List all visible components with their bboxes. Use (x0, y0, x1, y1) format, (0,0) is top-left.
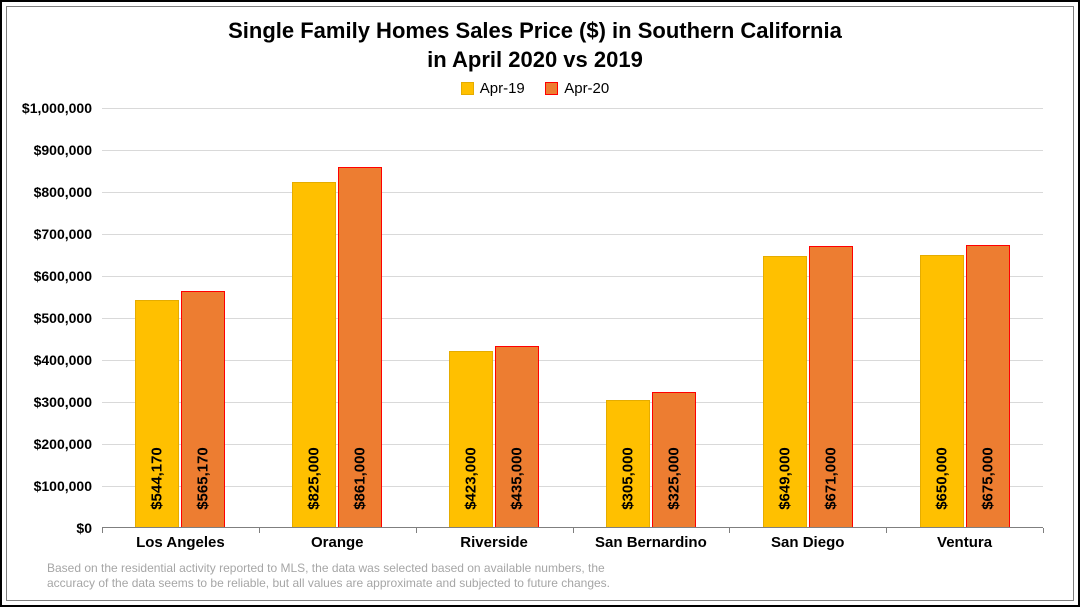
bar-value-label: $565,170 (195, 447, 212, 510)
y-tick-label: $100,000 (12, 478, 92, 494)
bar-value-label: $671,000 (822, 447, 839, 510)
title-line-2: in April 2020 vs 2019 (427, 47, 643, 72)
x-tick (886, 528, 887, 533)
x-tick (416, 528, 417, 533)
bar: $305,000 (606, 400, 650, 528)
chart-inner: Single Family Homes Sales Price ($) in S… (6, 6, 1074, 601)
footnote: Based on the residential activity report… (47, 561, 610, 592)
x-category-label: Ventura (886, 534, 1043, 551)
x-category-label: Riverside (416, 534, 573, 551)
bar-value-label: $325,000 (665, 447, 682, 510)
y-tick-label: $400,000 (12, 352, 92, 368)
bar-group: $305,000 $325,000 (572, 108, 729, 528)
bar-value-label: $649,000 (776, 447, 793, 510)
y-tick-label: $0 (12, 520, 92, 536)
y-tick-label: $200,000 (12, 436, 92, 452)
x-tick (1043, 528, 1044, 533)
y-tick-label: $900,000 (12, 142, 92, 158)
x-category-label: San Bernardino (572, 534, 729, 551)
bar: $825,000 (292, 182, 336, 529)
chart-container: Single Family Homes Sales Price ($) in S… (0, 0, 1080, 607)
legend-swatch-apr19 (461, 82, 474, 95)
legend: Apr-19 Apr-20 (17, 80, 1053, 100)
legend-item-apr20: Apr-20 (545, 80, 609, 97)
x-tick (259, 528, 260, 533)
y-tick-label: $800,000 (12, 184, 92, 200)
bar: $675,000 (966, 245, 1010, 529)
legend-label-apr19: Apr-19 (480, 80, 525, 97)
bar: $435,000 (495, 346, 539, 529)
x-category-label: San Diego (729, 534, 886, 551)
bar-value-label: $423,000 (463, 447, 480, 510)
bar: $671,000 (809, 246, 853, 528)
y-tick-label: $700,000 (12, 226, 92, 242)
bar-group: $825,000 $861,000 (259, 108, 416, 528)
bar: $325,000 (652, 392, 696, 529)
bar-value-label: $305,000 (619, 447, 636, 510)
footnote-line-1: Based on the residential activity report… (47, 561, 605, 575)
chart-title: Single Family Homes Sales Price ($) in S… (17, 17, 1053, 74)
footnote-line-2: accuracy of the data seems to be reliabl… (47, 576, 610, 590)
x-labels: Los AngelesOrangeRiversideSan Bernardino… (102, 534, 1043, 551)
bar-value-label: $435,000 (509, 447, 526, 510)
y-axis: $0$100,000$200,000$300,000$400,000$500,0… (17, 108, 97, 528)
bar-group: $649,000 $671,000 (729, 108, 886, 528)
x-category-label: Los Angeles (102, 534, 259, 551)
y-tick-label: $300,000 (12, 394, 92, 410)
bar-value-label: $650,000 (933, 447, 950, 510)
bar-group: $423,000 $435,000 (416, 108, 573, 528)
bars-area: $544,170 $565,170 $825,000 $861,000 $423,000… (102, 108, 1043, 528)
bar: $544,170 (135, 300, 179, 529)
bar: $861,000 (338, 167, 382, 529)
bar: $565,170 (181, 291, 225, 528)
plot-area: $0$100,000$200,000$300,000$400,000$500,0… (102, 108, 1043, 528)
x-tick (729, 528, 730, 533)
bar: $649,000 (763, 256, 807, 529)
legend-label-apr20: Apr-20 (564, 80, 609, 97)
title-line-1: Single Family Homes Sales Price ($) in S… (228, 18, 842, 43)
bar-group: $650,000 $675,000 (886, 108, 1043, 528)
bar: $423,000 (449, 351, 493, 529)
y-tick-label: $600,000 (12, 268, 92, 284)
bar: $650,000 (920, 255, 964, 528)
x-category-label: Orange (259, 534, 416, 551)
y-tick-label: $1,000,000 (12, 100, 92, 116)
bar-value-label: $544,170 (149, 447, 166, 510)
bar-value-label: $861,000 (352, 447, 369, 510)
bar-value-label: $825,000 (306, 447, 323, 510)
x-axis-line (102, 527, 1043, 528)
x-tick (102, 528, 103, 533)
bar-value-label: $675,000 (979, 447, 996, 510)
legend-swatch-apr20 (545, 82, 558, 95)
x-tick (573, 528, 574, 533)
y-tick-label: $500,000 (12, 310, 92, 326)
legend-item-apr19: Apr-19 (461, 80, 525, 97)
bar-group: $544,170 $565,170 (102, 108, 259, 528)
